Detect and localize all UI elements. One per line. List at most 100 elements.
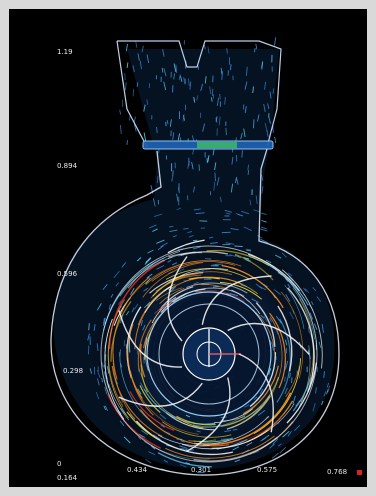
- velocity-vector: [215, 117, 218, 123]
- velocity-vector: [234, 245, 243, 247]
- velocity-vector: [282, 430, 290, 438]
- velocity-vector: [234, 254, 241, 259]
- velocity-vector: [257, 409, 266, 416]
- particle-streak: [157, 452, 212, 468]
- velocity-vector: [147, 249, 154, 254]
- velocity-vector: [143, 132, 147, 142]
- velocity-vector: [213, 181, 216, 191]
- velocity-vector: [244, 81, 248, 90]
- particle-streak: [162, 421, 232, 438]
- velocity-vector: [120, 363, 123, 368]
- particle-streak: [142, 262, 204, 298]
- velocity-vector: [146, 273, 153, 279]
- velocity-vector: [271, 452, 279, 459]
- velocity-vector: [143, 287, 148, 292]
- particle-streak: [143, 388, 216, 425]
- velocity-vector: [183, 77, 186, 84]
- velocity-vector: [287, 283, 291, 289]
- velocity-vector: [137, 388, 142, 395]
- velocity-vector: [253, 47, 256, 53]
- particle-streak: [154, 301, 172, 314]
- velocity-vector: [187, 231, 193, 234]
- velocity-vector: [156, 265, 165, 270]
- particle-streak: [226, 395, 271, 430]
- particle-streak: [137, 290, 164, 326]
- particle-streak: [255, 302, 276, 347]
- velocity-vector: [225, 242, 235, 245]
- velocity-vector: [229, 254, 236, 258]
- velocity-vector: [143, 301, 151, 309]
- velocity-vector: [169, 225, 174, 228]
- particle-streak: [112, 276, 150, 380]
- particle-streak: [284, 284, 305, 329]
- velocity-vector: [88, 323, 90, 331]
- impeller-blade: [238, 353, 274, 433]
- particle-streak: [155, 274, 202, 292]
- scale-marker: [357, 470, 362, 475]
- velocity-vector: [287, 430, 292, 437]
- velocity-vector: [274, 37, 277, 46]
- velocity-vector: [172, 235, 177, 238]
- particle-streak: [139, 385, 161, 414]
- velocity-vector: [260, 314, 265, 319]
- velocity-vector: [141, 45, 144, 53]
- velocity-vector: [163, 81, 167, 91]
- velocity-vector: [133, 124, 137, 132]
- velocity-vector: [104, 405, 109, 411]
- velocity-vector: [176, 207, 182, 211]
- particle-streak: [179, 268, 229, 277]
- velocity-vector: [173, 63, 177, 72]
- particle-streak: [221, 264, 284, 309]
- velocity-vector: [207, 46, 210, 54]
- scale-left-tick-4: 0.298: [63, 367, 84, 375]
- velocity-vector: [152, 228, 158, 232]
- velocity-vector: [173, 73, 175, 80]
- velocity-vector: [257, 114, 260, 122]
- velocity-vector: [272, 88, 275, 94]
- velocity-vector: [130, 287, 135, 295]
- velocity-vector: [316, 296, 322, 302]
- velocity-vector: [269, 318, 272, 323]
- velocity-vector: [263, 315, 268, 322]
- velocity-vector: [221, 231, 231, 234]
- velocity-vector: [269, 443, 275, 449]
- velocity-vector: [180, 448, 188, 450]
- velocity-vector: [104, 372, 107, 380]
- velocity-vector: [253, 450, 259, 454]
- velocity-vector: [157, 245, 164, 251]
- impeller-blade: [118, 310, 183, 368]
- velocity-vector: [243, 128, 246, 138]
- velocity-vector: [307, 326, 310, 334]
- velocity-vector: [115, 282, 120, 287]
- velocity-vector: [101, 361, 104, 368]
- velocity-vector: [232, 446, 240, 451]
- particle-streak: [139, 409, 229, 447]
- velocity-vector: [107, 366, 110, 374]
- velocity-vector: [229, 292, 239, 297]
- velocity-vector: [244, 106, 247, 113]
- velocity-vector: [255, 43, 258, 50]
- velocity-vector: [234, 177, 237, 183]
- velocity-vector: [313, 323, 318, 330]
- velocity-vector: [303, 287, 307, 292]
- velocity-vector: [274, 254, 282, 259]
- velocity-vector: [119, 420, 125, 426]
- velocity-vector: [287, 272, 293, 277]
- velocity-vector: [113, 270, 120, 279]
- velocity-vector: [172, 132, 175, 140]
- velocity-vector: [261, 186, 264, 194]
- velocity-vector: [261, 212, 267, 215]
- velocity-vector: [191, 135, 195, 142]
- particle-streak: [220, 376, 280, 428]
- particle-streak: [206, 249, 270, 266]
- velocity-vector: [119, 109, 122, 115]
- particle-streak: [139, 343, 146, 378]
- velocity-vector: [200, 83, 203, 92]
- velocity-vector: [241, 150, 243, 158]
- velocity-vector: [252, 86, 254, 94]
- velocity-vector: [192, 246, 201, 250]
- particle-streak: [218, 414, 285, 446]
- velocity-vector: [146, 54, 150, 64]
- velocity-vector: [180, 75, 183, 82]
